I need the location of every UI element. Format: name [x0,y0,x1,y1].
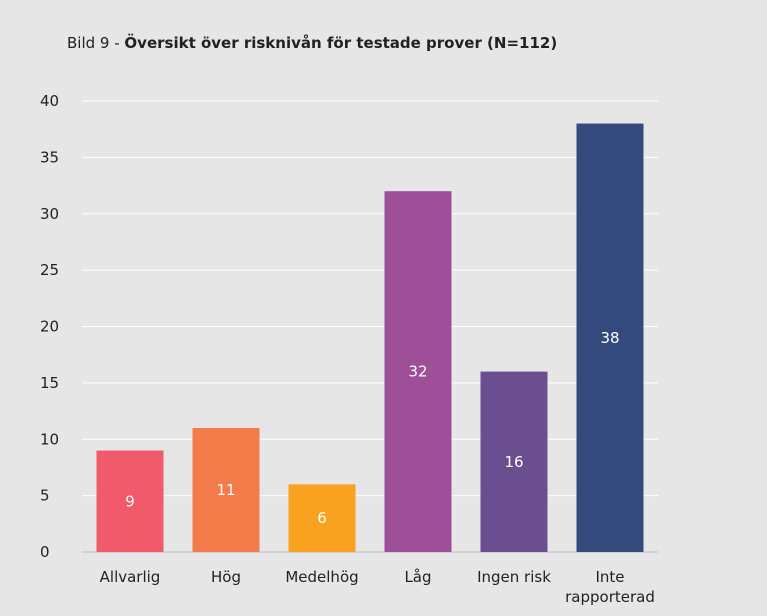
x-tick-label: Medelhög [285,568,358,586]
y-tick-label: 25 [40,261,59,279]
data-label: 9 [125,492,135,510]
data-label: 16 [504,453,523,471]
y-tick-label: 40 [40,92,59,110]
data-label: 11 [216,481,235,499]
y-tick-label: 10 [40,430,59,448]
x-tick-label: Inte [595,568,624,586]
y-tick-label: 35 [40,148,59,166]
data-label: 6 [317,509,327,527]
x-tick-label: Låg [404,568,431,586]
y-tick-label: 20 [40,318,59,336]
y-tick-label: 0 [40,543,50,561]
x-tick-label: Hög [211,568,241,586]
x-tick-label: rapporterad [565,588,655,606]
data-label: 32 [408,363,427,381]
data-label: 38 [600,329,619,347]
y-tick-label: 5 [40,487,50,505]
x-tick-label: Ingen risk [477,568,551,586]
y-tick-label: 15 [40,374,59,392]
y-tick-label: 30 [40,205,59,223]
x-tick-label: Allvarlig [100,568,161,586]
